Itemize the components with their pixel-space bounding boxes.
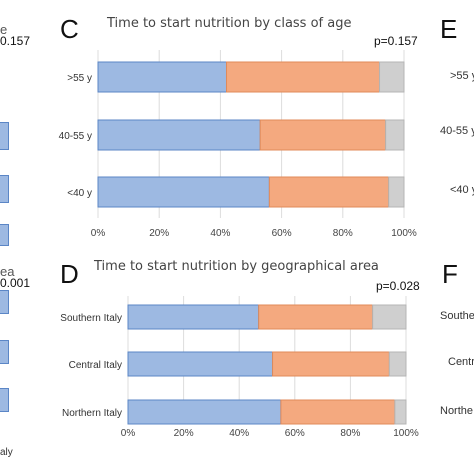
left-pvalue-top: 0.157 <box>0 34 31 48</box>
bar-segment <box>258 304 374 330</box>
category-label: Southern Italy <box>60 313 122 324</box>
category-label: Northern Italy <box>62 408 122 419</box>
left-title-fragment: ea <box>0 264 15 279</box>
panel-letter-e: E <box>440 14 458 44</box>
bar-segment <box>272 351 390 377</box>
x-tick-label: 60% <box>285 428 305 439</box>
bar-segment <box>268 176 390 208</box>
right-label: Southe <box>440 310 474 322</box>
bar-segment <box>127 351 274 377</box>
right-label: <40 y <box>450 184 474 196</box>
x-tick-label: 0% <box>121 428 136 439</box>
panel-letter-f: F <box>442 259 458 289</box>
panel-letter-c: C <box>60 14 79 44</box>
right-label: Northe <box>440 405 474 417</box>
left-bottom-bar-blue <box>0 340 9 364</box>
bar-segment <box>97 176 270 208</box>
bar-segment <box>127 399 282 425</box>
x-tick-label: 40% <box>229 428 249 439</box>
category-label: >55 y <box>67 73 92 84</box>
left-bottom-bar-blue <box>0 290 9 314</box>
x-tick-label: 80% <box>333 228 353 239</box>
category-label: <40 y <box>67 188 92 199</box>
x-tick-label: 20% <box>149 228 169 239</box>
x-tick-label: 0% <box>91 228 106 239</box>
bar-segment <box>226 61 381 93</box>
left-top-bar-blue <box>0 224 9 246</box>
bar-segment <box>379 61 405 93</box>
chart-title-d: Time to start nutrition by geographical … <box>94 259 379 274</box>
x-tick-label: 20% <box>174 428 194 439</box>
x-tick-label: 40% <box>210 228 230 239</box>
x-tick-label: 100% <box>391 228 417 239</box>
bar-segment <box>394 399 407 425</box>
right-label: Centr <box>448 356 474 368</box>
bar-segment <box>259 119 387 151</box>
right-label: >55 y <box>450 70 474 82</box>
x-tick-label: 100% <box>393 428 419 439</box>
panel-letter-d: D <box>60 259 79 289</box>
bar-segment <box>127 304 260 330</box>
left-top-bar-blue <box>0 175 9 203</box>
bar-segment <box>385 119 405 151</box>
left-title-fragment: e <box>0 22 8 37</box>
chart-title-c: Time to start nutrition by class of age <box>107 16 352 31</box>
x-tick-label: 60% <box>272 228 292 239</box>
category-label: Central Italy <box>69 360 122 371</box>
category-label: 40-55 y <box>59 131 92 142</box>
bar-segment <box>388 176 405 208</box>
left-pvalue-bottom: 0.001 <box>0 276 31 290</box>
pvalue-d: p=0.028 <box>376 279 420 293</box>
bar-segment <box>388 351 407 377</box>
pvalue-c: p=0.157 <box>374 34 418 48</box>
x-tick-label: 80% <box>340 428 360 439</box>
bar-segment <box>372 304 407 330</box>
left-neighbor-panel <box>0 0 14 474</box>
right-label: 40-55 y <box>440 125 474 137</box>
bar-segment <box>97 119 261 151</box>
left-bottom-bar-blue <box>0 388 9 412</box>
left-top-bar-blue <box>0 122 9 150</box>
left-axis-fragment: aly <box>0 447 13 458</box>
bar-segment <box>280 399 396 425</box>
